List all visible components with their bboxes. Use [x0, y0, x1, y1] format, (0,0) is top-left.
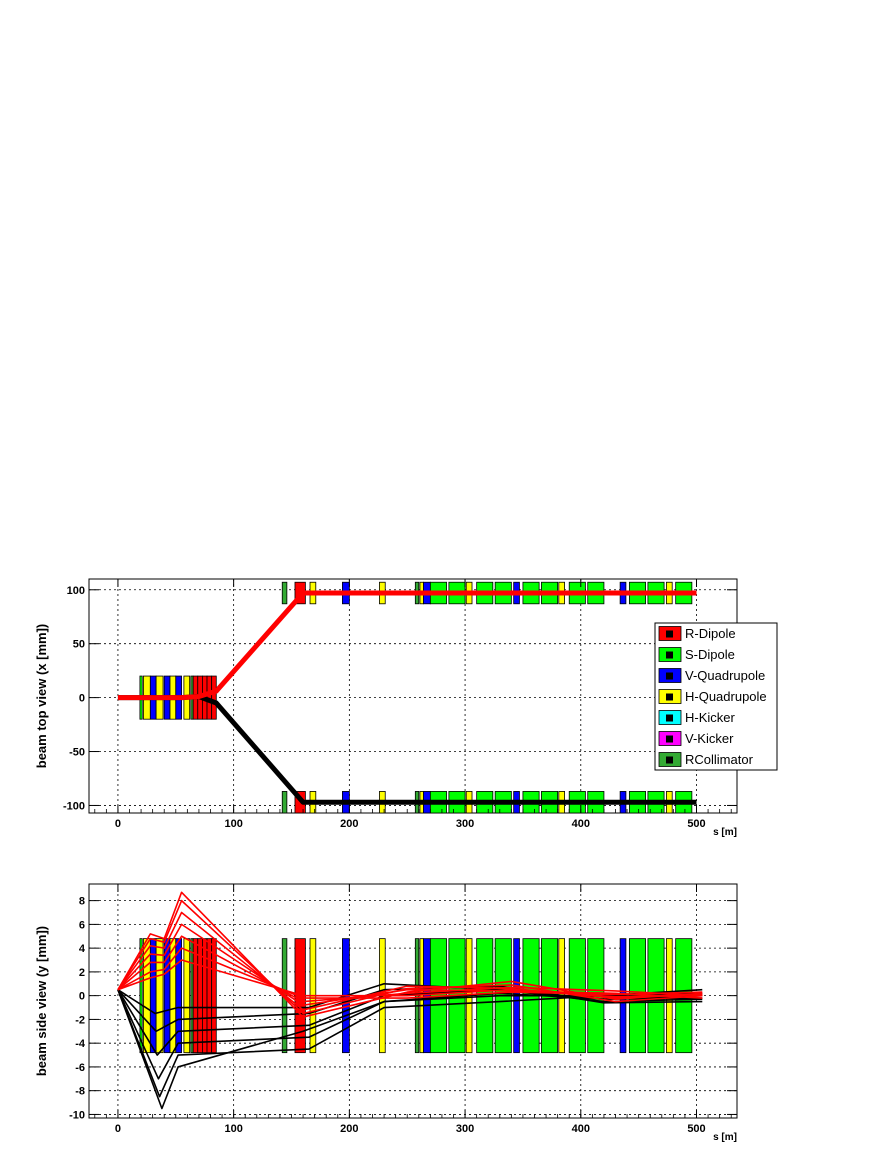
side-beam-traces	[117, 891, 703, 1110]
legend-marker	[666, 672, 673, 680]
y-tick-label: -100	[63, 800, 85, 812]
y-tick-label: 100	[67, 585, 85, 597]
x-tick-label: 500	[687, 1123, 705, 1135]
y-tick-label: 50	[73, 639, 85, 651]
x-tick-label: 0	[115, 818, 121, 830]
legend-marker	[666, 630, 673, 638]
beam-trace	[117, 899, 703, 1015]
element-v-quadrupole	[423, 938, 431, 1054]
x-tick-label: 200	[340, 818, 358, 830]
legend-label: S-Dipole	[685, 647, 735, 662]
side-view-panel: 0 100 200 300 400 500 -10 -8 -6 -4 -2 0 2 4 6 8 beam si…	[34, 883, 738, 1143]
legend-label: RCollimator	[685, 752, 754, 767]
beam-trace	[117, 935, 703, 1003]
y-tick-label: -6	[75, 1062, 85, 1074]
legend-marker	[666, 651, 673, 659]
legend-marker	[666, 693, 673, 701]
beam-trace	[117, 985, 703, 1033]
y-tick-label: 0	[79, 991, 85, 1003]
x-tick-label: 300	[456, 818, 474, 830]
side-y-axis-label: beam side view (y [mm])	[34, 926, 49, 1076]
x-tick-label: 0	[115, 1123, 121, 1135]
element-r-dipole	[211, 938, 217, 1054]
y-tick-label: 4	[79, 943, 86, 955]
element-v-quadrupole	[149, 938, 157, 1054]
y-tick-label: -4	[75, 1038, 86, 1050]
beam-trace	[117, 590, 697, 701]
top-axes: 0 100 200 300 400 500 -100 -50 0 50 100	[63, 579, 737, 830]
beam-trace	[117, 923, 703, 1006]
element-rcollimator	[281, 581, 288, 605]
element-rcollimator	[281, 791, 288, 814]
legend-marker	[666, 735, 673, 743]
y-tick-label: -10	[69, 1109, 85, 1121]
x-tick-label: 100	[224, 818, 242, 830]
y-tick-label: 0	[79, 693, 85, 705]
beam-trace	[117, 959, 703, 998]
x-tick-label: 300	[456, 1123, 474, 1135]
y-tick-label: 6	[79, 919, 85, 931]
element-r-dipole	[206, 938, 213, 1054]
y-tick-label: -2	[75, 1014, 85, 1026]
legend-label: H-Kicker	[685, 710, 736, 725]
x-tick-label: 500	[687, 818, 705, 830]
element-r-dipole	[211, 675, 217, 720]
legend-label: H-Quadrupole	[685, 689, 767, 704]
top-beam-traces	[117, 590, 697, 805]
legend-label: R-Dipole	[685, 626, 736, 641]
legend-marker	[666, 756, 673, 764]
top-y-axis-label: beam top view (x [mm])	[34, 624, 49, 768]
top-view-panel: 0 100 200 300 400 500 -100 -50 0 50 100 beam top v…	[34, 578, 778, 838]
legend-marker	[666, 714, 673, 722]
legend: R-Dipole S-Dipole V-Quadrupole H-Quadrupole…	[654, 622, 778, 771]
legend-label: V-Quadrupole	[685, 668, 765, 683]
x-tick-label: 200	[340, 1123, 358, 1135]
side-axes: 0 100 200 300 400 500 -10 -8 -6 -4 -2 0 2 4 6 8	[69, 884, 737, 1135]
legend-label: V-Kicker	[685, 731, 734, 746]
y-tick-label: 8	[79, 896, 85, 908]
x-tick-label: 100	[224, 1123, 242, 1135]
element-r-dipole	[201, 938, 208, 1054]
x-tick-label: 400	[572, 1123, 590, 1135]
element-v-quadrupole	[175, 938, 182, 1054]
y-tick-label: 2	[79, 967, 85, 979]
y-tick-label: -50	[69, 747, 85, 759]
element-h-quadrupole	[183, 938, 191, 1054]
side-x-axis-label: s [m]	[713, 1132, 737, 1143]
element-r-dipole	[192, 938, 199, 1054]
y-tick-label: -8	[75, 1086, 85, 1098]
x-tick-label: 400	[572, 818, 590, 830]
top-x-axis-label: s [m]	[713, 827, 737, 838]
